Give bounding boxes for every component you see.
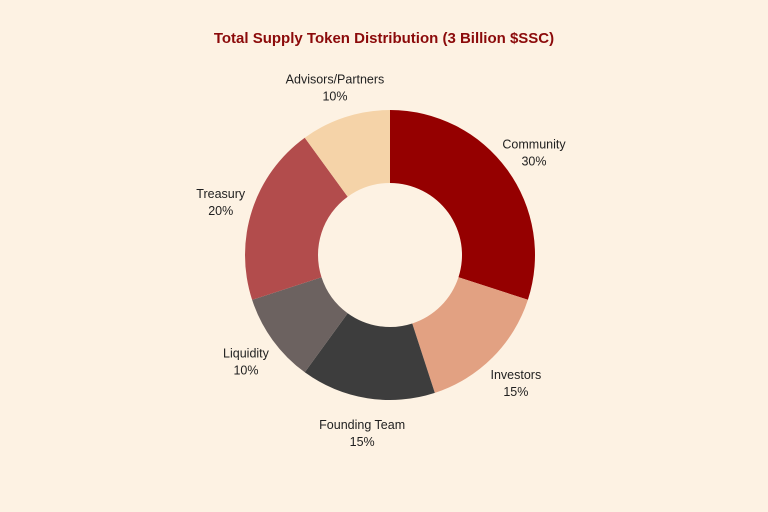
slice-percent-liquidity: 10% bbox=[233, 364, 258, 378]
slice-percent-advisors-partners: 10% bbox=[322, 90, 347, 104]
chart-title: Total Supply Token Distribution (3 Billi… bbox=[213, 30, 555, 47]
slice-percent-community: 30% bbox=[521, 154, 546, 168]
slice-percent-investors: 15% bbox=[503, 385, 528, 399]
slice-advisors-partners bbox=[304, 110, 390, 197]
slice-community bbox=[390, 110, 535, 300]
slice-label-community: Community bbox=[502, 137, 566, 151]
slice-label-founding-team: Founding Team bbox=[319, 418, 405, 432]
slice-investors bbox=[412, 277, 528, 393]
slice-founding-team bbox=[304, 313, 435, 400]
slice-treasury bbox=[245, 137, 348, 300]
slice-percent-founding-team: 15% bbox=[350, 435, 375, 449]
slice-label-liquidity: Liquidity bbox=[223, 347, 270, 361]
slice-label-advisors-partners: Advisors/Partners bbox=[286, 73, 385, 87]
slice-label-treasury: Treasury bbox=[196, 187, 246, 201]
slice-label-investors: Investors bbox=[491, 368, 542, 382]
slice-percent-treasury: 20% bbox=[208, 204, 233, 218]
slice-liquidity bbox=[252, 277, 348, 373]
